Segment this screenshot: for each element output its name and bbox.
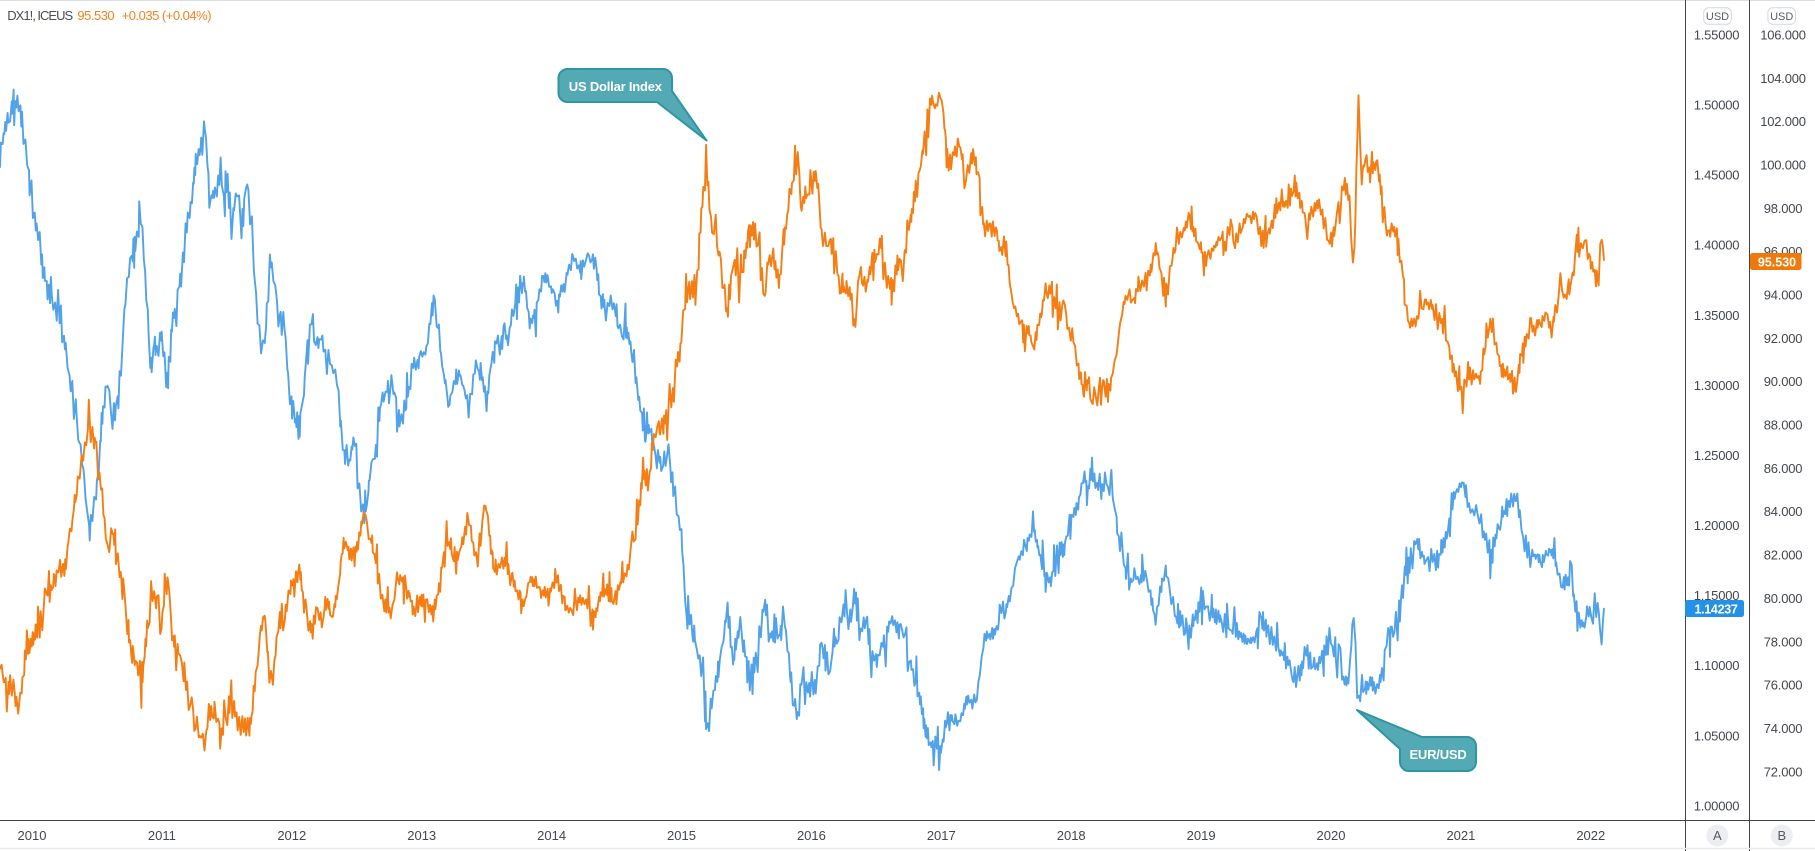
svg-text:90.000: 90.000 [1764, 374, 1803, 389]
svg-text:EUR/USD: EUR/USD [1409, 747, 1466, 762]
svg-text:1.14237: 1.14237 [1694, 602, 1737, 616]
svg-text:2018: 2018 [1057, 828, 1086, 843]
svg-text:80.000: 80.000 [1764, 591, 1803, 606]
svg-text:100.000: 100.000 [1760, 158, 1806, 173]
svg-text:84.000: 84.000 [1764, 504, 1803, 519]
svg-text:2011: 2011 [148, 828, 176, 843]
svg-text:104.000: 104.000 [1760, 71, 1806, 86]
svg-text:92.000: 92.000 [1764, 331, 1803, 346]
svg-text:1.45000: 1.45000 [1694, 168, 1740, 183]
svg-text:USD: USD [1770, 11, 1793, 23]
svg-text:2012: 2012 [277, 828, 306, 843]
svg-text:2013: 2013 [407, 828, 436, 843]
svg-text:1.20000: 1.20000 [1694, 518, 1740, 533]
svg-text:2020: 2020 [1317, 828, 1346, 843]
svg-text:78.000: 78.000 [1764, 634, 1803, 649]
svg-text:1.30000: 1.30000 [1694, 378, 1740, 393]
svg-text:102.000: 102.000 [1760, 114, 1806, 129]
svg-text:95.530: 95.530 [77, 8, 114, 23]
svg-text:1.15000: 1.15000 [1694, 588, 1740, 603]
svg-text:95.530: 95.530 [1758, 255, 1796, 269]
svg-text:2019: 2019 [1187, 828, 1216, 843]
svg-text:98.000: 98.000 [1764, 201, 1803, 216]
svg-text:86.000: 86.000 [1764, 461, 1803, 476]
svg-text:2016: 2016 [797, 828, 826, 843]
svg-text:82.000: 82.000 [1764, 548, 1803, 563]
svg-text:94.000: 94.000 [1764, 288, 1803, 303]
svg-text:2017: 2017 [927, 828, 956, 843]
svg-text:US Dollar Index: US Dollar Index [569, 79, 663, 94]
svg-text:1.50000: 1.50000 [1694, 98, 1740, 113]
svg-text:B: B [1777, 828, 1786, 843]
svg-text:1.55000: 1.55000 [1694, 27, 1740, 42]
svg-text:2010: 2010 [18, 828, 47, 843]
svg-text:2014: 2014 [537, 828, 566, 843]
svg-text:+0.035 (+0.04%): +0.035 (+0.04%) [122, 8, 212, 23]
svg-text:1.05000: 1.05000 [1694, 728, 1740, 743]
svg-text:76.000: 76.000 [1764, 678, 1803, 693]
svg-text:DX1!, ICEUS: DX1!, ICEUS [7, 8, 73, 23]
svg-text:1.25000: 1.25000 [1694, 448, 1740, 463]
svg-text:USD: USD [1706, 11, 1729, 23]
svg-text:2021: 2021 [1446, 828, 1475, 843]
svg-text:1.00000: 1.00000 [1694, 798, 1740, 813]
svg-text:72.000: 72.000 [1764, 764, 1803, 779]
svg-text:2022: 2022 [1576, 828, 1605, 843]
svg-text:2015: 2015 [667, 828, 696, 843]
svg-text:1.35000: 1.35000 [1694, 308, 1740, 323]
svg-text:106.000: 106.000 [1760, 27, 1806, 42]
svg-text:88.000: 88.000 [1764, 418, 1803, 433]
svg-text:74.000: 74.000 [1764, 721, 1803, 736]
svg-text:1.10000: 1.10000 [1694, 658, 1740, 673]
svg-text:A: A [1713, 828, 1722, 843]
svg-text:1.40000: 1.40000 [1694, 238, 1740, 253]
